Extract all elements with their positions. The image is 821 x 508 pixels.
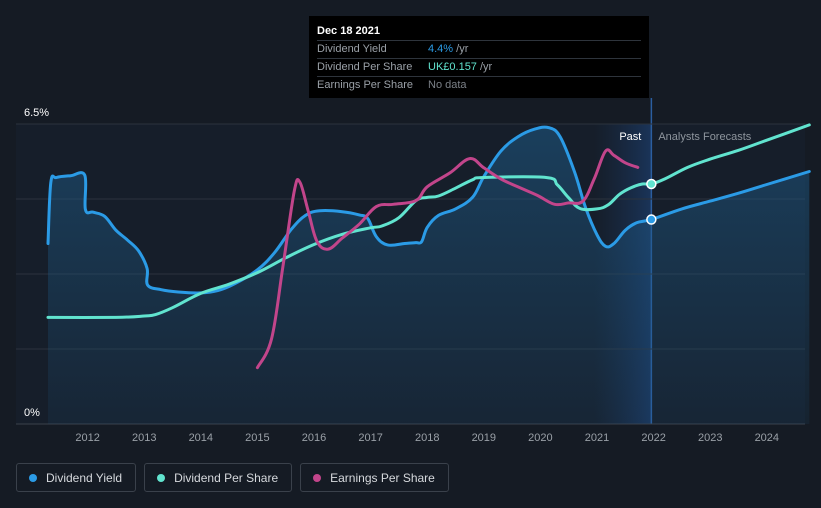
dividend-yield-area xyxy=(48,127,810,424)
legend-label: Dividend Per Share xyxy=(174,470,279,485)
legend-label: Earnings Per Share xyxy=(330,470,435,485)
x-tick-label: 2019 xyxy=(472,432,496,444)
dividend-yield-line xyxy=(46,125,811,295)
tooltip-row-earnings-per-share: Earnings Per Share No data xyxy=(317,76,641,94)
tooltip-date: Dec 18 2021 xyxy=(317,25,380,37)
dividend-per-share-dot-icon xyxy=(157,473,166,482)
x-tick-label: 2014 xyxy=(189,432,213,444)
x-tick-label: 2016 xyxy=(302,432,326,444)
legend-dividend-yield[interactable]: Dividend Yield xyxy=(16,463,137,492)
past-label: Past xyxy=(619,131,641,143)
dividend-per-share-marker xyxy=(646,178,657,190)
tooltip-row-dividend-per-share: Dividend Per Share UK£0.157 /yr xyxy=(317,58,641,76)
legend-label: Dividend Yield xyxy=(46,470,123,485)
x-tick-label: 2022 xyxy=(641,432,665,444)
x-tick-label: 2012 xyxy=(75,432,99,444)
forecast-label: Analysts Forecasts xyxy=(658,131,751,143)
tooltip-label: Earnings Per Share xyxy=(317,79,413,91)
dividend-yield-dot-icon xyxy=(29,473,37,482)
dividend-yield-marker xyxy=(646,214,657,225)
tooltip-label: Dividend Yield xyxy=(317,43,387,55)
legend-earnings-per-share[interactable]: Earnings Per Share xyxy=(300,463,449,492)
tooltip-suffix: /yr xyxy=(476,61,493,73)
x-tick-label: 2017 xyxy=(358,432,382,444)
legend-dividend-per-share[interactable]: Dividend Per Share xyxy=(144,463,293,492)
tooltip-value: UK£0.157 xyxy=(428,61,477,73)
earnings-per-share-line xyxy=(255,148,640,370)
y-max-label: 6.5% xyxy=(24,107,49,119)
x-tick-label: 2018 xyxy=(415,432,439,444)
x-tick-label: 2015 xyxy=(245,432,269,444)
x-tick-label: 2013 xyxy=(132,432,156,444)
x-tick-label: 2020 xyxy=(528,432,552,444)
tooltip-row-dividend-yield: Dividend Yield 4.4% /yr xyxy=(317,40,641,58)
earnings-per-share-dot-icon xyxy=(313,473,322,482)
tooltip-value: 4.4% xyxy=(428,43,454,55)
legend: Dividend Yield Dividend Per Share Earnin… xyxy=(16,463,449,492)
tooltip-suffix: /yr xyxy=(453,43,469,55)
tooltip: Dec 18 2021 Dividend Yield 4.4% /yr Divi… xyxy=(309,16,649,98)
tooltip-label: Dividend Per Share xyxy=(317,61,413,73)
x-tick-label: 2024 xyxy=(755,432,779,444)
x-tick-label: 2021 xyxy=(585,432,609,444)
tooltip-value: No data xyxy=(428,79,467,91)
y-min-label: 0% xyxy=(24,407,40,419)
x-tick-label: 2023 xyxy=(698,432,722,444)
